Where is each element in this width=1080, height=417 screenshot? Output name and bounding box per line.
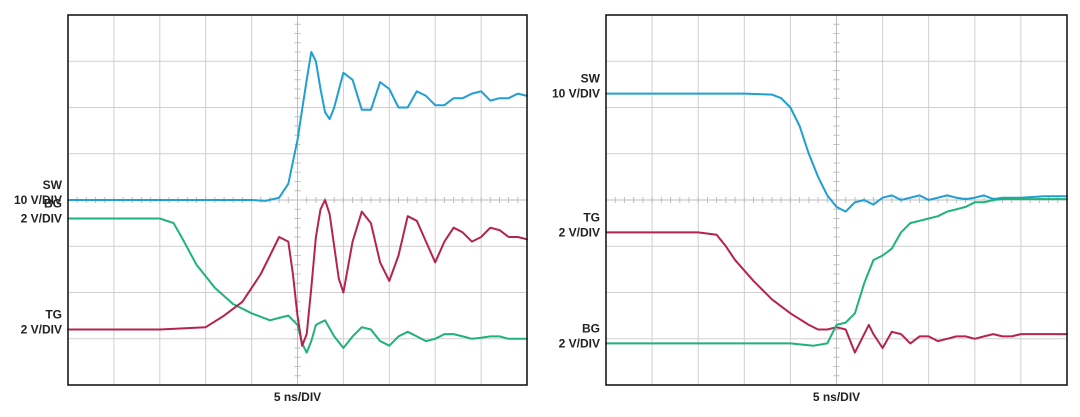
channel-label-name: TG [583, 210, 600, 224]
channel-label-name: SW [43, 178, 63, 192]
plot-frame [67, 14, 528, 386]
channel-label-scale: 2 V/DIV [559, 225, 600, 239]
channel-label-name: SW [581, 72, 601, 86]
trace-bg [67, 217, 528, 354]
channel-label-scale: 10 V/DIV [14, 193, 62, 207]
channel-label-name: BG [44, 197, 62, 211]
trace-tg [605, 231, 1068, 354]
channel-label-scale: 2 V/DIV [559, 336, 600, 350]
trace-sw [67, 51, 528, 202]
channel-label-name: TG [45, 308, 62, 322]
trace-tg [67, 199, 528, 347]
x-axis-label: 5 ns/DIV [274, 390, 321, 404]
channel-label-scale: 2 V/DIV [21, 212, 62, 226]
plot-frame [605, 14, 1068, 386]
x-axis-label: 5 ns/DIV [813, 390, 860, 404]
trace-sw [605, 92, 1068, 213]
channel-label-scale: 10 V/DIV [552, 87, 600, 101]
trace-bg [605, 198, 1068, 347]
channel-label-scale: 2 V/DIV [21, 323, 62, 337]
grid [67, 14, 528, 386]
channel-label-name: BG [582, 321, 600, 335]
